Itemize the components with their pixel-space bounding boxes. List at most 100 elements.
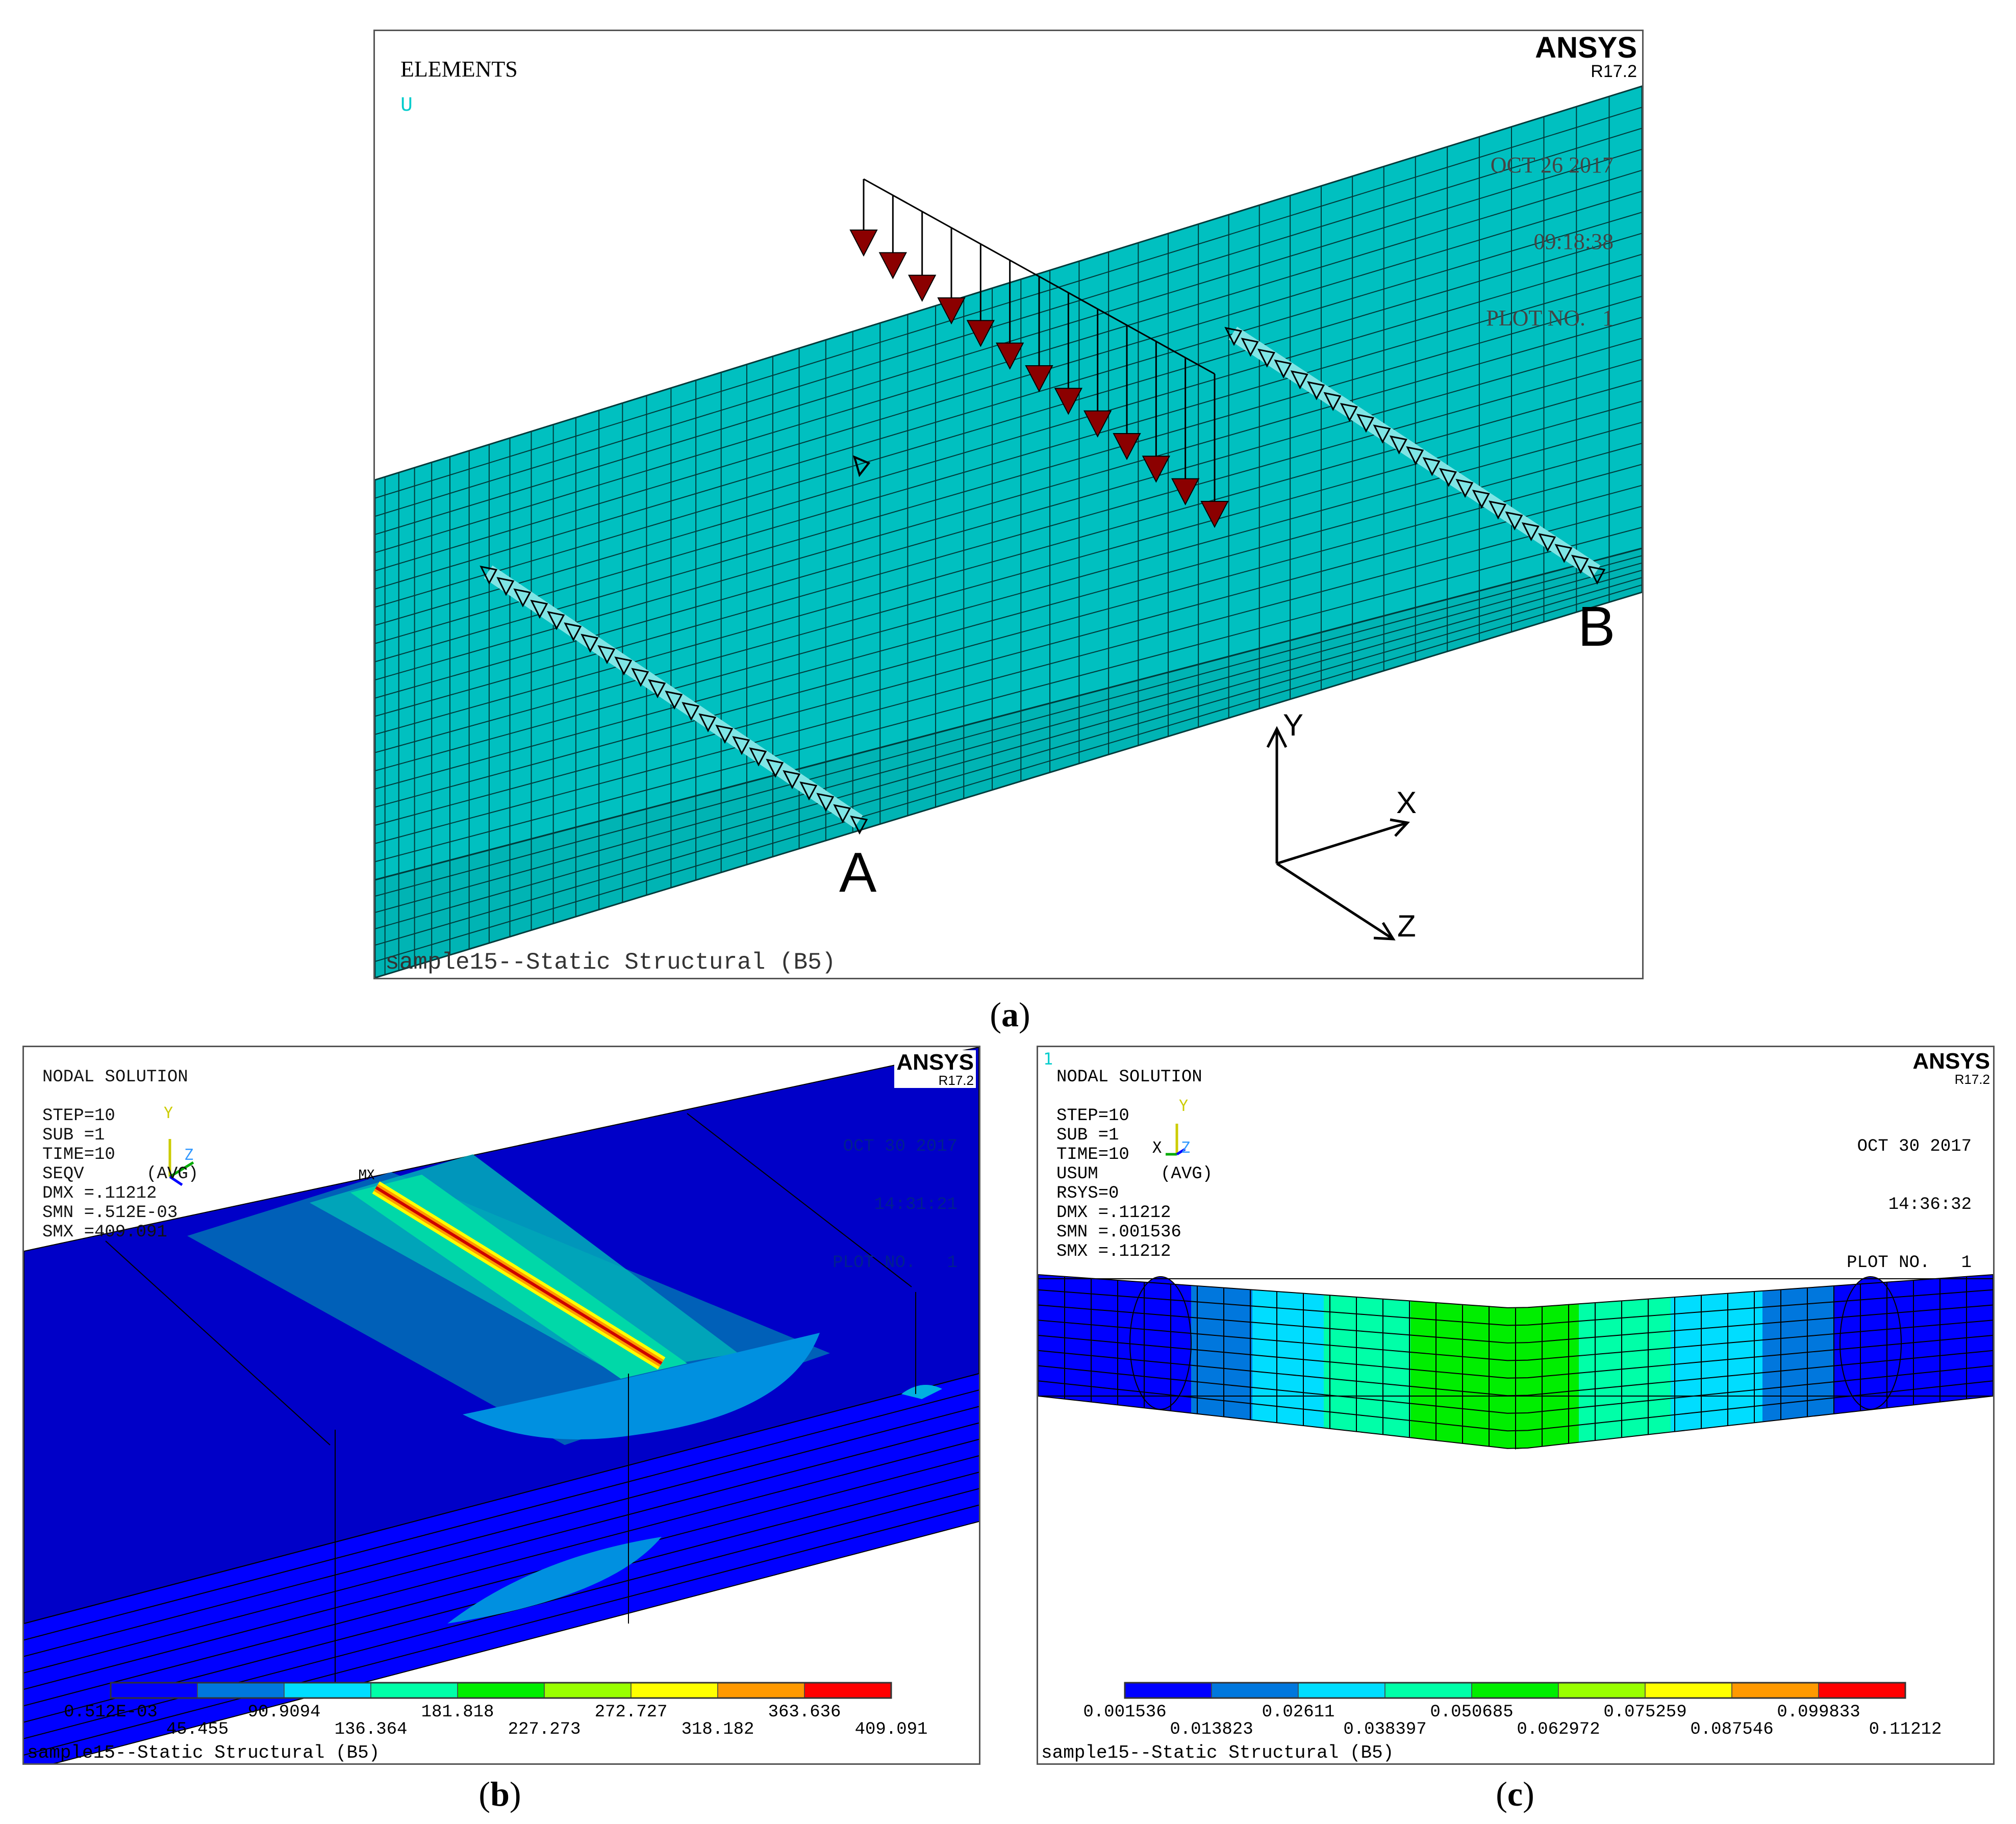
legend-tick-label: 90.9094 (248, 1703, 321, 1722)
layer-line (53, 1521, 979, 1763)
load-arrow-head (1083, 410, 1112, 438)
support-triangle (766, 758, 784, 778)
load-arrow-head (1054, 388, 1082, 415)
legend-tick-label: 0.11212 (1869, 1720, 1942, 1739)
support-b-label: B (1578, 595, 1616, 658)
legend-swatch (1558, 1682, 1646, 1699)
support-triangle (1356, 414, 1375, 433)
load-arrow-head (908, 274, 937, 302)
legend-swatch (717, 1682, 805, 1699)
mesh-line (1038, 1274, 1993, 1308)
release-text: R17.2 (938, 1073, 974, 1088)
info-line (1056, 1087, 1213, 1106)
end-cap (1129, 1276, 1192, 1410)
support-triangle (1521, 522, 1540, 542)
mesh-line (375, 464, 1642, 808)
brand-text: ANSYS (896, 1050, 974, 1075)
layer-line (24, 1422, 979, 1674)
beam-side-face (24, 1374, 979, 1763)
mesh-line (1038, 1289, 1993, 1326)
date-text: OCT 30 2017 (1857, 1137, 1972, 1156)
mesh-line (1038, 1396, 1993, 1449)
mesh-line (375, 379, 1642, 735)
caption-letter: b (490, 1775, 510, 1813)
date-block: OCT 26 2017 09:18:38 PLOT NO. 1 (1486, 102, 1614, 382)
contour-band (1324, 1295, 1410, 1438)
mesh-line (1038, 1304, 1993, 1344)
caption-a: (a) (990, 995, 1030, 1034)
info-line: SMX =409.091 (42, 1223, 167, 1242)
support-line-a (480, 565, 868, 835)
support-triangle (1571, 554, 1589, 574)
legend-swatch (544, 1682, 632, 1699)
color-legend: 0.512E-03 90.9094 181.818 272.727 363.636 45.… (64, 1682, 927, 1739)
mesh-line (375, 555, 1642, 897)
legend-swatch (370, 1682, 458, 1699)
support-triangle (1257, 348, 1276, 368)
legend-swatch (197, 1682, 285, 1699)
support-line-b (1224, 326, 1606, 585)
legend-tick-label: 0.001536 (1083, 1703, 1166, 1722)
support-triangle (665, 690, 683, 710)
load-arrow-head (1142, 455, 1170, 483)
mesh-line (375, 485, 1642, 826)
load-arrow-head (996, 342, 1024, 370)
legend-swatch (1471, 1682, 1559, 1699)
legend-swatch (284, 1682, 371, 1699)
support-triangle (1307, 381, 1325, 400)
mesh-line (375, 107, 1642, 499)
brand-text: ANSYS (1535, 31, 1637, 64)
mesh-line (375, 86, 1642, 480)
axis-label-y: Y (1283, 708, 1304, 742)
support-triangle (1422, 457, 1441, 476)
support-triangle (513, 588, 532, 607)
mesh-line (375, 570, 1642, 929)
triad-z: Z (1181, 1139, 1191, 1157)
axis-triad (168, 1139, 194, 1186)
legend-frame (110, 1682, 892, 1699)
contour-band (1671, 1290, 1762, 1432)
info-line: SUB =1 (42, 1126, 105, 1145)
date-text: OCT 26 2017 (1490, 153, 1614, 178)
side-contour-2 (447, 1537, 662, 1624)
layer-line (24, 1504, 979, 1756)
support-triangle (496, 577, 515, 596)
legend-swatch (457, 1682, 545, 1699)
legend-swatch (110, 1682, 198, 1699)
displacement-contour-view: 0.001536 0.02611 0.050685 0.075259 0.0998330… (1038, 1124, 1993, 1739)
mesh-line (375, 577, 1642, 946)
legend-tick-label: 363.636 (768, 1703, 841, 1722)
support-triangle (698, 713, 717, 732)
panel-b: 0.512E-03 90.9094 181.818 272.727 363.636 45.… (22, 1046, 980, 1765)
legend-swatch (1124, 1682, 1212, 1699)
load-distribution-line (863, 178, 1215, 375)
support-triangle (614, 656, 633, 676)
support-triangle (1455, 478, 1474, 498)
support-triangle (1489, 500, 1507, 520)
mesh-line (375, 317, 1642, 680)
panel-c: 0.001536 0.02611 0.050685 0.075259 0.099833 0… (1037, 1046, 1995, 1765)
support-triangle (597, 645, 616, 665)
solution-info: NODAL SOLUTION STEP=10 SUB =1 TIME=10 SEQV … (42, 1068, 198, 1242)
mesh-lines (375, 86, 1642, 978)
edge-line (687, 1113, 912, 1287)
support-triangle (1538, 533, 1556, 552)
info-line: DMX =.11212 (42, 1184, 157, 1203)
support-triangle (799, 781, 818, 801)
mesh-line (1038, 1380, 1993, 1432)
plot-number: PLOT NO. 1 (1486, 306, 1614, 331)
legend-tick-label: 227.273 (508, 1720, 581, 1739)
support-triangle (1373, 424, 1391, 444)
mesh-line (375, 274, 1642, 644)
small-triangle-marker (852, 455, 871, 477)
side-contour-1 (463, 1333, 820, 1439)
legend-tick-label: 0.099833 (1777, 1703, 1860, 1722)
date-block: OCT 30 2017 14:31:21 PLOT NO. 1 (833, 1098, 957, 1311)
support-triangle (648, 679, 666, 698)
mesh-line (375, 548, 1642, 880)
triad-x: X (1152, 1139, 1162, 1157)
legend-swatch (1731, 1682, 1819, 1699)
deformed-mesh-lines (1038, 1274, 1993, 1450)
legend-swatch (804, 1682, 892, 1699)
support-triangle (1340, 402, 1358, 422)
